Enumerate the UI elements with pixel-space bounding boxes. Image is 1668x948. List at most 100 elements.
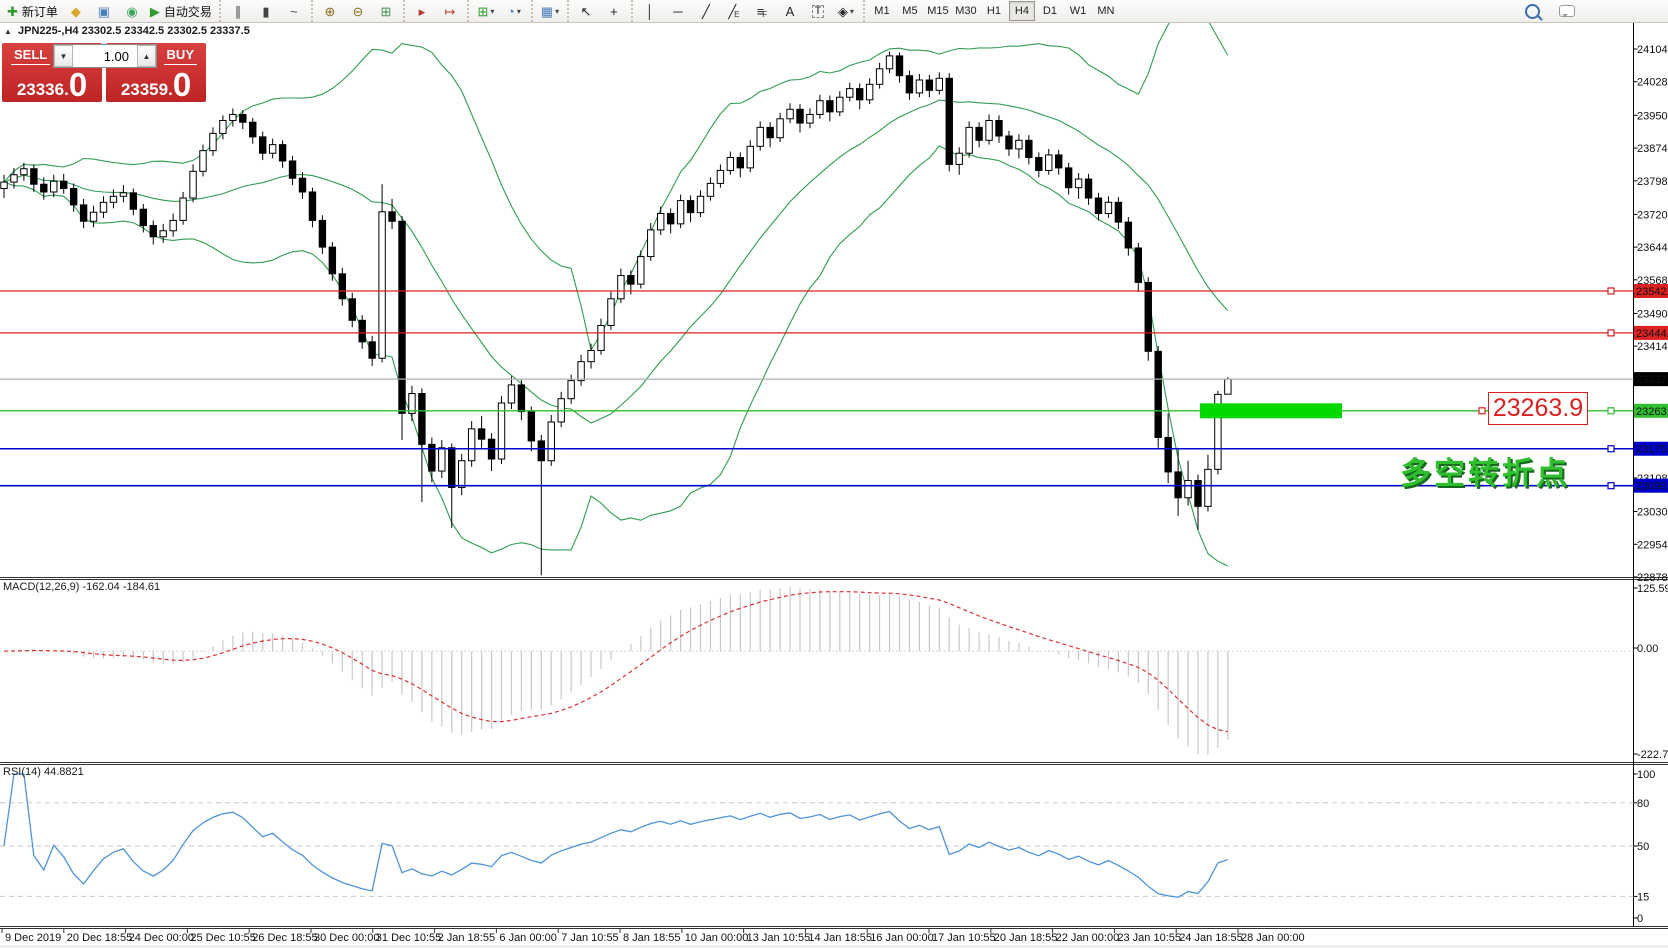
pivot-line-badge [1634,403,1668,418]
pivot-note-text[interactable]: 多空转折点 [1400,456,1570,491]
timeframe-h1[interactable]: H1 [986,5,1001,17]
y-axis-tick: 24104.0 [1637,44,1668,56]
buy-price-int: 23359 [120,79,169,99]
toolbar-group: ▦ ▾ [530,0,567,22]
candlestick-series [0,51,1232,576]
rsi-line [3,773,1229,898]
resistance-line-1-handle[interactable] [1607,287,1615,295]
resistance-line-1-badge [1634,283,1668,298]
equidistant-channel-icon[interactable]: ╱ E [728,3,740,19]
search-icon[interactable] [1519,0,1545,22]
buy-price-dot: . [168,79,173,99]
timeframe-h4[interactable]: H4 [1008,1,1035,21]
buy-button[interactable]: BUY [163,47,197,65]
price-annotation-handle[interactable] [1478,407,1486,415]
x-axis-label: 30 Dec 00:00 [314,932,379,944]
y-axis-tick: 23798.0 [1637,176,1668,188]
support-line-2-handle[interactable] [1607,482,1615,490]
y-axis-tick: 23720.0 [1637,209,1668,221]
text-label-icon[interactable]: T [805,0,831,22]
pivot-highlight-rect[interactable] [1200,403,1342,419]
arrows-shapes-icon[interactable]: ◈ ▾ [837,3,854,19]
timeframe-mn[interactable]: MN [1097,5,1115,17]
macd-signal-line [3,591,1228,733]
macd-series [3,587,1229,755]
zoom-out-icon[interactable]: ⊖ [352,3,364,19]
tile-windows-icon[interactable]: ⊞ [380,3,392,19]
pivot-line-handle[interactable] [1607,407,1615,415]
y-axis-tick: 23568.0 [1637,275,1668,287]
x-axis-label: 14 Jan 18:55 [808,932,872,944]
resistance-line-2-handle[interactable] [1607,329,1615,337]
y-axis-tick: 23490.0 [1637,308,1668,320]
periods-button[interactable]: ◔ ▾ [507,3,521,19]
toolbar-group: ⊞ ▾ ◔ ▾ [466,0,531,22]
volume-down-button[interactable]: ▼ [54,45,73,67]
new-order-button[interactable]: ✚ 新订单 [7,3,58,19]
sell-price-frac: 0 [68,65,88,103]
support-line-1-badge [1634,441,1668,456]
cursor-icon[interactable]: ↖ [580,3,592,19]
symbol-collapse-icon[interactable]: ▲ [4,27,12,36]
timeframe-m1[interactable]: M1 [874,5,890,17]
resistance-line-1-badge-text: 23542.1 [1636,286,1668,298]
signals-icon[interactable]: ◉ [126,3,138,19]
candlestick-chart-icon[interactable]: ▮ [262,3,270,19]
timeframe-m5[interactable]: M5 [902,5,918,17]
toolbar-group: │ ─ ╱ ╱ E ≡ F A T ◈ ▾ [630,0,863,22]
x-axis-label: 22 Jan 00:00 [1056,932,1120,944]
zoom-in-icon[interactable]: ⊕ [324,3,336,19]
fibonacci-icon[interactable]: ≡ F [756,3,768,19]
text-icon[interactable]: A [785,3,795,19]
x-axis-label: 10 Jan 00:00 [685,932,749,944]
macd-axis-tick: 125.59 [1637,583,1668,595]
timeframe-d1[interactable]: D1 [1042,5,1057,17]
chat-icon[interactable] [1554,0,1580,22]
templates-button[interactable]: ▦ ▾ [540,3,560,19]
volume-up-button[interactable]: ▲ [137,45,156,67]
volume-stepper[interactable]: ▼ 1.00 ▲ [53,44,157,68]
sell-button[interactable]: SELL [11,47,51,65]
rsi-pane-label: RSI(14) 44.8821 [3,766,84,778]
navigator-icon[interactable]: ◆ [70,3,81,19]
window-bottom-strip [0,945,1668,948]
price-annotation-box[interactable]: 23263.9 [1488,392,1588,425]
timeframe-m30[interactable]: M30 [955,5,977,17]
macd-pane-label: MACD(12,26,9) -162.04 -184.61 [3,581,161,593]
support-line-1-badge-text: 23175.8 [1636,444,1668,456]
x-axis-label: 28 Jan 00:00 [1241,932,1305,944]
bar-chart-icon[interactable]: ∥ [234,3,242,19]
chart-title: ▲ JPN225-,H4 23302.5 23342.5 23302.5 233… [4,25,250,37]
x-axis-label: 23 Jan 10:55 [1117,932,1181,944]
x-axis-label: 20 Jan 18:55 [994,932,1058,944]
sell-price-dot: . [64,79,69,99]
horizontal-line-icon[interactable]: ─ [673,3,683,19]
toolbar-group: ⊕ ⊖ ⊞ [310,0,403,22]
autotrading-button[interactable]: ▶ 自动交易 [149,3,212,19]
crosshair-icon[interactable]: + [610,3,618,19]
x-axis-label: 13 Jan 10:55 [747,932,811,944]
timeframe-m15[interactable]: M15 [927,5,949,17]
timeframe-w1[interactable]: W1 [1069,5,1087,17]
x-axis-label: 17 Jan 10:55 [932,932,996,944]
trendline-icon[interactable]: ╱ [702,3,710,19]
x-axis-label: 16 Jan 00:00 [870,932,934,944]
line-chart-icon[interactable]: ~ [290,3,298,19]
bollinger-bands [3,23,1229,567]
volume-input[interactable]: 1.00 [103,48,129,64]
new-chart-button[interactable]: ⊞ ▾ [477,3,495,19]
terminal-window-icon[interactable]: ▣ [97,3,111,19]
rsi-axis-tick: 50 [1637,841,1649,853]
support-line-1-handle[interactable] [1607,445,1615,453]
current-price-line-badge-text: 23337.5 [1636,374,1668,386]
chart-ohlc-values: 23302.5 23342.5 23302.5 23337.5 [81,25,250,37]
chart-shift-icon[interactable]: ↦ [444,3,456,19]
rsi-axis-tick: 100 [1637,769,1655,781]
vertical-line-icon[interactable]: │ [645,3,654,19]
y-axis-tick: 23030.0 [1637,507,1668,519]
toolbar-group: ▸ ↦ [402,0,467,22]
auto-scroll-icon[interactable]: ▸ [418,3,426,19]
buy-price-frac: 0 [172,65,192,103]
rsi-axis-tick: 0 [1637,913,1643,925]
